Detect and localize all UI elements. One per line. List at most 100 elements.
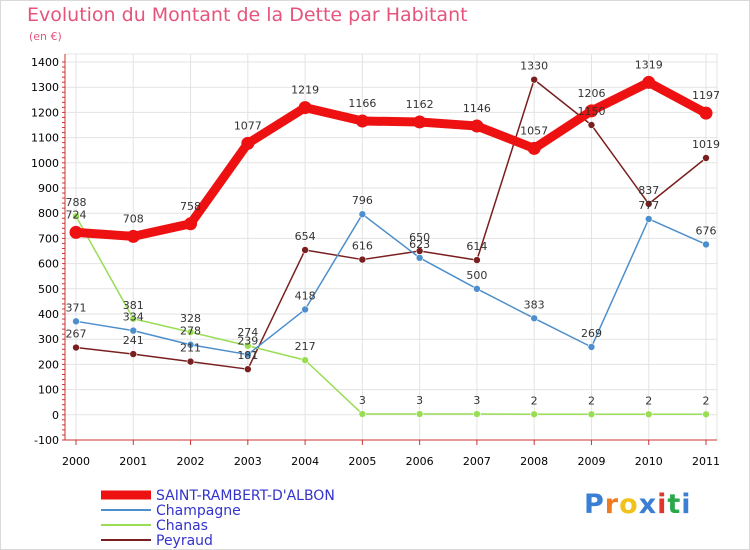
data-point bbox=[358, 210, 367, 219]
data-point bbox=[530, 410, 538, 419]
x-tick-label: 2004 bbox=[291, 455, 319, 468]
data-label: 724 bbox=[66, 208, 87, 221]
data-label: 328 bbox=[180, 312, 201, 325]
data-label: 1206 bbox=[577, 87, 605, 100]
y-tick-label: 800 bbox=[38, 207, 59, 220]
data-point bbox=[702, 240, 710, 249]
x-tick-label: 2010 bbox=[635, 455, 663, 468]
data-label: 500 bbox=[466, 269, 487, 282]
data-label: 1150 bbox=[577, 105, 605, 118]
y-tick-label: 400 bbox=[38, 308, 59, 321]
data-point bbox=[587, 343, 596, 351]
data-point bbox=[587, 121, 596, 129]
y-axis: -100 0 100 200 300 400 500 600 700 800 900 1000 1100… bbox=[31, 54, 66, 447]
data-label: 267 bbox=[66, 328, 87, 341]
data-point bbox=[126, 229, 140, 243]
data-label: 1330 bbox=[520, 60, 548, 73]
data-point bbox=[587, 410, 596, 419]
logo-letter: i bbox=[657, 489, 668, 520]
x-tick-label: 2005 bbox=[348, 455, 376, 468]
data-point bbox=[186, 357, 195, 366]
data-label: 371 bbox=[66, 301, 87, 314]
y-tick-label: 200 bbox=[38, 358, 59, 371]
series-line-chanas bbox=[75, 215, 707, 416]
data-label: 211 bbox=[180, 342, 201, 355]
y-tick-label: 1000 bbox=[31, 157, 59, 170]
data-point bbox=[129, 314, 138, 323]
series-line-saint-rambert-d-albon bbox=[71, 77, 711, 241]
chart-title: Evolution du Montant de la Dette par Hab… bbox=[27, 4, 468, 26]
data-point bbox=[413, 115, 427, 129]
x-tick-label: 2003 bbox=[234, 455, 262, 468]
data-point bbox=[69, 225, 83, 239]
data-label: 1019 bbox=[692, 138, 720, 151]
logo-letter: i bbox=[681, 489, 692, 520]
logo-letter: x bbox=[638, 489, 658, 520]
data-label: 241 bbox=[123, 334, 144, 347]
data-point bbox=[644, 215, 653, 223]
logo-letter: t bbox=[667, 489, 682, 520]
legend-label: Champagne bbox=[156, 503, 241, 519]
data-label: 676 bbox=[696, 224, 717, 237]
data-point bbox=[129, 326, 138, 335]
data-label: 217 bbox=[295, 340, 316, 353]
y-tick-label: 600 bbox=[38, 258, 59, 271]
legend-label: SAINT-RAMBERT-D'ALBON bbox=[156, 488, 335, 504]
data-label: 1219 bbox=[291, 84, 319, 97]
x-tick-label: 2007 bbox=[463, 455, 491, 468]
data-point bbox=[244, 341, 252, 350]
data-label: 650 bbox=[409, 231, 430, 244]
data-point bbox=[301, 356, 309, 364]
x-tick-label: 2008 bbox=[520, 455, 548, 468]
data-point bbox=[301, 246, 309, 254]
proxiti-logo: Proxiti bbox=[584, 489, 692, 520]
data-label: 1077 bbox=[234, 119, 262, 132]
logo-letter: r bbox=[604, 489, 620, 520]
data-point bbox=[473, 410, 481, 418]
data-point bbox=[72, 343, 80, 352]
y-tick-label: 1200 bbox=[31, 106, 59, 119]
data-label: 239 bbox=[237, 335, 258, 348]
data-point bbox=[301, 305, 309, 314]
y-tick-label: 1300 bbox=[31, 81, 59, 94]
data-label: 796 bbox=[352, 194, 373, 207]
data-point bbox=[644, 410, 653, 419]
data-label: 1057 bbox=[520, 124, 548, 137]
series-layer bbox=[69, 75, 713, 419]
data-point bbox=[415, 410, 424, 418]
data-point bbox=[702, 410, 710, 419]
data-point bbox=[241, 136, 255, 150]
data-point bbox=[644, 200, 653, 208]
y-tick-label: 1100 bbox=[31, 132, 59, 145]
data-point bbox=[530, 314, 538, 323]
data-label: 758 bbox=[180, 200, 201, 213]
data-point bbox=[72, 317, 80, 326]
data-point bbox=[470, 119, 484, 133]
data-label: 2 bbox=[703, 394, 710, 407]
data-label: 1162 bbox=[406, 98, 434, 111]
data-label: 334 bbox=[123, 311, 144, 324]
x-tick-label: 2011 bbox=[692, 455, 720, 468]
data-point bbox=[527, 141, 541, 155]
data-label: 381 bbox=[123, 299, 144, 312]
data-label: 1319 bbox=[635, 58, 663, 71]
chart-subtitle: (en €) bbox=[29, 30, 62, 43]
data-label: 418 bbox=[295, 289, 316, 302]
data-label: 708 bbox=[123, 212, 144, 225]
data-point bbox=[184, 217, 198, 231]
data-point bbox=[415, 254, 424, 262]
legend-label: Peyraud bbox=[156, 533, 213, 549]
data-point bbox=[473, 284, 481, 293]
data-point bbox=[244, 350, 252, 359]
series-line-peyraud bbox=[75, 78, 707, 370]
data-label: 2 bbox=[645, 394, 652, 407]
x-tick-label: 2009 bbox=[577, 455, 605, 468]
data-label: 614 bbox=[466, 240, 487, 253]
logo-letter: P bbox=[584, 489, 605, 520]
data-label: 654 bbox=[295, 230, 316, 243]
data-point bbox=[584, 104, 598, 118]
data-label: 383 bbox=[524, 298, 545, 311]
y-tick-label: 900 bbox=[38, 182, 59, 195]
data-label: 623 bbox=[409, 238, 430, 251]
